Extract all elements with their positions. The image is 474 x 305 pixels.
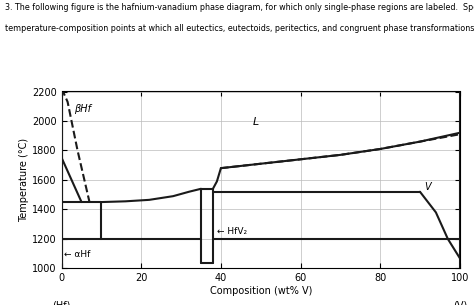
X-axis label: Composition (wt% V): Composition (wt% V) bbox=[210, 286, 312, 296]
Text: temperature-composition points at which all eutectics, eutectoids, peritectics, : temperature-composition points at which … bbox=[5, 24, 474, 34]
Text: V: V bbox=[424, 181, 430, 192]
Text: βHf: βHf bbox=[73, 104, 91, 114]
Y-axis label: Temperature (°C): Temperature (°C) bbox=[19, 138, 29, 222]
Text: (V): (V) bbox=[453, 300, 467, 305]
Text: L: L bbox=[253, 117, 259, 127]
Text: (Hf): (Hf) bbox=[53, 300, 71, 305]
Text: 3. The following figure is the hafnium-vanadium phase diagram, for which only si: 3. The following figure is the hafnium-v… bbox=[5, 3, 474, 12]
Text: ← αHf: ← αHf bbox=[64, 249, 90, 259]
Text: ← HfV₂: ← HfV₂ bbox=[217, 227, 247, 236]
